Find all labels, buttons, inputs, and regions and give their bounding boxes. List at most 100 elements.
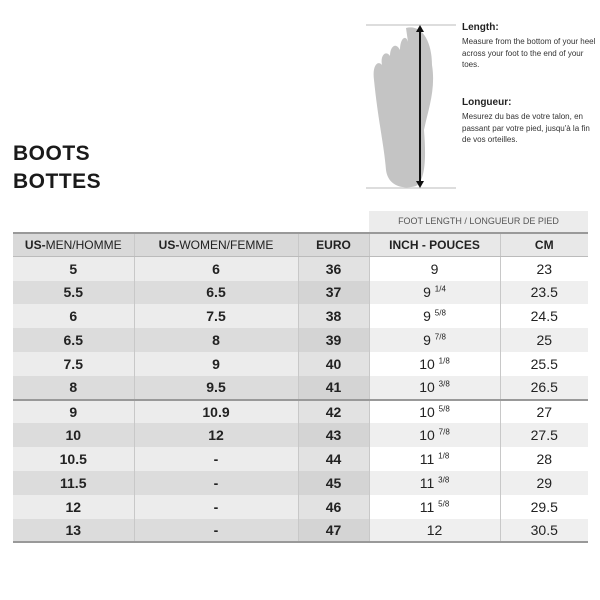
us-women-cell: 8 [133, 328, 298, 352]
inch-whole: 9 [430, 260, 439, 277]
cm-cell: 29.5 [499, 494, 588, 519]
inch-cell: 11 1/8 [368, 447, 500, 471]
inch-fraction: 7/8 [438, 427, 450, 437]
cm-cell: 27 [499, 399, 588, 424]
inch-fraction: 1/8 [438, 451, 450, 461]
length-text: Measure from the bottom of your heel acr… [462, 37, 596, 69]
inch-cell: 10 5/8 [368, 399, 500, 424]
us-men-cell: 9 [13, 399, 134, 424]
inch-whole: 9 [423, 308, 431, 325]
inch-fraction: 3/8 [438, 379, 450, 389]
us-men-cell: 6 [13, 304, 134, 329]
euro-cell: 36 [297, 256, 369, 281]
cm-cell: 25.5 [499, 351, 588, 376]
cm-cell: 23 [499, 256, 588, 281]
table-row: 11.5-45 11 3/8 29 [13, 470, 588, 495]
euro-cell: 45 [297, 470, 369, 495]
us-women-cell: 10.9 [133, 399, 298, 424]
euro-cell: 44 [297, 447, 369, 471]
inch-whole: 11 [419, 498, 435, 515]
cm-cell: 25 [499, 328, 588, 352]
inch-cell: 9 5/8 [368, 304, 500, 329]
us-men-cell: 6.5 [13, 328, 134, 352]
table-row: 9 10.9 42 10 5/8 27 [13, 399, 588, 424]
longueur-title: Longueur: [462, 97, 512, 108]
us-women-cell: 6.5 [133, 280, 298, 305]
header-row: US-MEN/HOMME US-WOMEN/FEMME EURO INCH - … [13, 232, 588, 258]
header-women-label: WOMEN/FEMME [179, 238, 274, 253]
title-boots: BOOTS [13, 142, 91, 165]
cm-cell: 29 [499, 470, 588, 495]
us-women-cell: 12 [133, 423, 298, 448]
us-women-cell: 7.5 [133, 304, 298, 329]
euro-cell: 47 [297, 518, 369, 544]
length-info-en: Length: Measure from the bottom of your … [462, 22, 597, 71]
cm-cell: 28 [499, 447, 588, 471]
table-row: 12-46 11 5/8 29.5 [13, 494, 588, 519]
us-men-cell: 11.5 [13, 470, 134, 495]
header-cm: CM [499, 232, 588, 258]
inch-whole: 10 [419, 379, 435, 396]
inch-whole: 10 [419, 427, 435, 444]
us-men-cell: 8 [13, 375, 134, 401]
us-men-cell: 10 [13, 423, 134, 448]
header-us-men: US-MEN/HOMME [13, 232, 134, 258]
table-row: 6.5 8 39 9 7/8 25 [13, 328, 588, 352]
us-men-cell: 13 [13, 518, 134, 544]
inch-fraction: 1/8 [438, 356, 450, 366]
inch-cell: 10 3/8 [368, 375, 500, 401]
inch-cell: 11 5/8 [368, 494, 500, 519]
euro-cell: 39 [297, 328, 369, 352]
foot-diagram-icon [366, 24, 456, 189]
euro-cell: 46 [297, 494, 369, 519]
inch-whole: 11 [419, 451, 435, 468]
length-title: Length: [462, 22, 499, 33]
header-us-prefix: US- [158, 238, 180, 253]
cm-cell: 26.5 [499, 375, 588, 401]
table-row: 7.5 9 40 10 1/8 25.5 [13, 351, 588, 376]
size-table: US-MEN/HOMME US-WOMEN/FEMME EURO INCH - … [13, 232, 588, 544]
inch-fraction: 1/4 [434, 284, 446, 294]
inch-cell: 11 3/8 [368, 470, 500, 495]
euro-cell: 38 [297, 304, 369, 329]
header-inch: INCH - POUCES [368, 232, 500, 258]
us-women-cell: - [133, 494, 298, 519]
inch-whole: 9 [423, 284, 431, 301]
inch-cell: 12 [368, 518, 500, 544]
foot-length-label: FOOT LENGTH / LONGUEUR DE PIED [369, 211, 588, 232]
us-women-cell: 9.5 [133, 375, 298, 401]
cm-cell: 30.5 [499, 518, 588, 544]
table-row: 5.5 6.5 37 9 1/4 23.5 [13, 280, 588, 305]
us-men-cell: 5.5 [13, 280, 134, 305]
euro-cell: 42 [297, 399, 369, 424]
inch-whole: 9 [423, 332, 431, 349]
cm-cell: 27.5 [499, 423, 588, 448]
cm-cell: 24.5 [499, 304, 588, 329]
inch-fraction: 3/8 [438, 475, 450, 485]
inch-whole: 12 [426, 521, 443, 538]
euro-cell: 37 [297, 280, 369, 305]
inch-fraction: 5/8 [434, 308, 446, 318]
inch-fraction: 5/8 [438, 499, 450, 508]
inch-fraction: 7/8 [434, 332, 446, 342]
inch-cell: 9 7/8 [368, 328, 500, 352]
us-men-cell: 12 [13, 494, 134, 519]
us-women-cell: - [133, 518, 298, 544]
inch-whole: 11 [419, 474, 435, 491]
inch-cell: 9 1/4 [368, 280, 500, 305]
header-euro: EURO [297, 232, 369, 258]
title-bottes: BOTTES [13, 170, 102, 193]
us-men-cell: 5 [13, 256, 134, 281]
table-row: 8 9.5 41 10 3/8 26.5 [13, 375, 588, 401]
table-row: 6 7.5 38 9 5/8 24.5 [13, 304, 588, 329]
us-men-cell: 7.5 [13, 351, 134, 376]
header-us-prefix: US- [24, 238, 46, 253]
header-men-label: MEN/HOMME [45, 238, 122, 253]
inch-cell: 9 [368, 256, 500, 281]
table-row: 10 12 43 10 7/8 27.5 [13, 423, 588, 448]
inch-whole: 10 [419, 355, 435, 372]
cm-cell: 23.5 [499, 280, 588, 305]
euro-cell: 41 [297, 375, 369, 401]
inch-whole: 10 [419, 403, 435, 420]
us-women-cell: 9 [133, 351, 298, 376]
